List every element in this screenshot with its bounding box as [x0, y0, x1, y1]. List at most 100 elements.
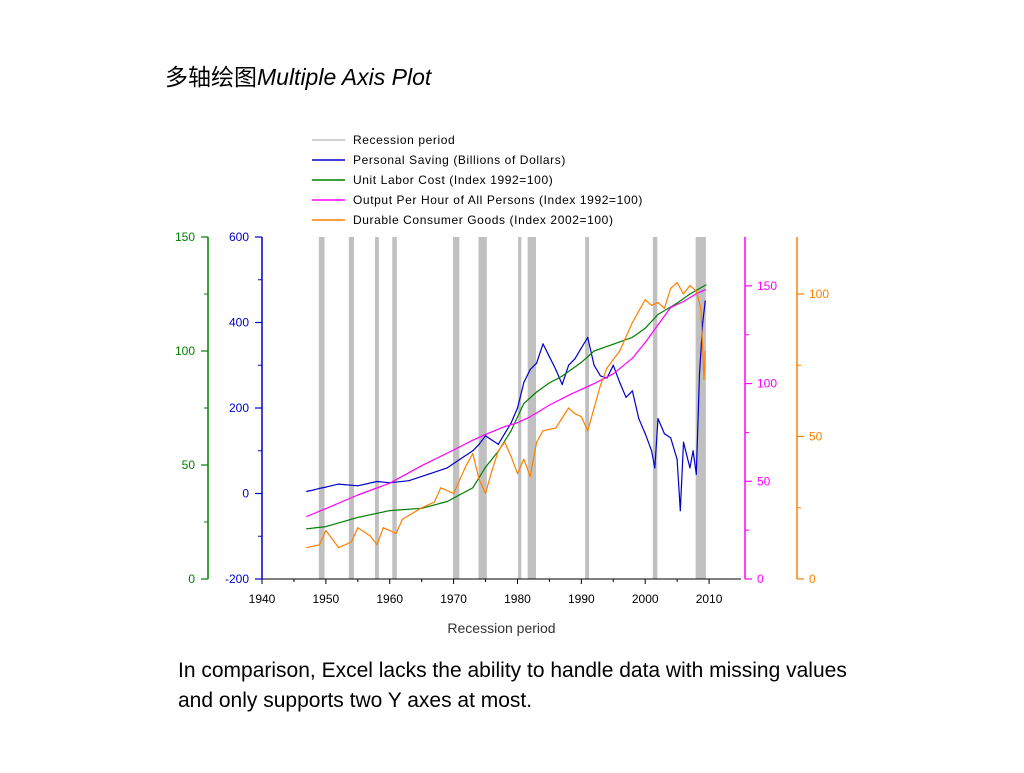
recession-band-9	[585, 237, 589, 579]
legend-label-2: Personal Saving (Billions of Dollars)	[353, 153, 566, 167]
series-point-durable	[657, 301, 659, 304]
series-point-saving	[625, 396, 627, 398]
series-point-durable	[459, 478, 461, 480]
x-tick-label: 1970	[440, 592, 467, 606]
series-line-labor	[306, 284, 707, 530]
series-point-durable	[682, 293, 685, 295]
series-point-durable	[523, 458, 525, 460]
y-tick-label-output: 0	[757, 572, 764, 586]
slide-title-en: Multiple Axis Plot	[257, 64, 432, 90]
series-point-saving	[325, 486, 327, 488]
series-point-durable	[465, 464, 467, 466]
series-point-saving	[650, 450, 653, 452]
series-point-durable	[510, 455, 512, 458]
series-point-labor	[689, 293, 691, 295]
recession-band-10	[652, 237, 658, 579]
series-point-saving	[312, 489, 314, 491]
x-tick-label: 2000	[632, 592, 659, 606]
series-point-labor	[357, 516, 359, 519]
legend-label-5: Durable Consumer Goods (Index 2002=100)	[353, 213, 614, 227]
series-point-output	[421, 465, 423, 467]
series-point-durable	[567, 407, 570, 409]
series-point-durable	[401, 518, 404, 520]
series-point-saving	[357, 485, 359, 487]
series-point-saving	[484, 435, 487, 437]
series-point-durable	[529, 475, 531, 477]
y-tick-label-saving: -200	[225, 572, 249, 586]
recession-band-1	[318, 237, 325, 579]
series-point-labor	[593, 350, 595, 352]
series-point-saving	[446, 467, 448, 469]
legend-label-4: Output Per Hour of All Persons (Index 19…	[353, 193, 643, 207]
series-point-labor	[644, 327, 646, 329]
series-point-output	[593, 382, 595, 385]
series-point-saving	[408, 480, 410, 482]
series-point-saving	[478, 443, 480, 445]
series-point-output	[631, 357, 634, 359]
series-point-saving	[689, 467, 691, 469]
x-tick-label: 1940	[249, 592, 276, 606]
recession-band-6	[478, 237, 487, 579]
series-point-durable	[504, 441, 506, 443]
recession-band-3	[375, 237, 379, 579]
series-point-labor	[676, 302, 678, 304]
series-point-durable	[516, 472, 519, 475]
series-point-saving	[702, 321, 704, 324]
series-point-labor	[631, 336, 634, 338]
series-point-durable	[395, 532, 397, 535]
series-point-saving	[376, 480, 378, 483]
series-point-durable	[574, 413, 576, 415]
series-point-labor	[472, 487, 474, 489]
series-point-labor	[657, 313, 659, 316]
legend-label-1: Recession period	[353, 133, 455, 147]
series-point-durable	[580, 415, 582, 418]
series-point-saving	[663, 433, 665, 435]
series-point-saving	[504, 433, 506, 435]
series-point-saving	[561, 383, 563, 386]
series-point-durable	[606, 367, 608, 369]
y-tick-label-saving: 400	[229, 316, 249, 330]
y-tick-label-saving: 200	[229, 401, 249, 415]
y-tick-label-output: 100	[757, 377, 777, 391]
series-point-labor	[306, 528, 308, 530]
series-point-saving	[704, 300, 706, 302]
series-line-saving	[306, 301, 706, 512]
series-point-saving	[631, 390, 634, 392]
series-point-durable	[619, 350, 621, 352]
series-point-durable	[306, 547, 308, 549]
series-point-durable	[703, 378, 705, 381]
series-point-durable	[695, 290, 697, 292]
series-point-durable	[631, 321, 634, 324]
series-point-saving	[459, 458, 461, 460]
series-point-saving	[548, 356, 551, 358]
series-point-durable	[689, 284, 691, 287]
series-point-labor	[536, 391, 538, 393]
series-point-saving	[427, 473, 429, 475]
series-line-output	[306, 289, 706, 518]
recession-band-11	[695, 237, 706, 579]
series-point-labor	[459, 494, 461, 496]
series-point-saving	[619, 381, 621, 383]
series-point-saving	[523, 381, 525, 383]
y-tick-label-labor: 50	[182, 458, 196, 472]
series-point-durable	[318, 544, 321, 546]
recession-band-2	[348, 237, 354, 579]
caption: In comparison, Excel lacks the ability t…	[178, 659, 847, 712]
recession-band-7	[518, 237, 522, 579]
series-point-saving	[510, 422, 512, 424]
x-tick-label: 1960	[376, 592, 403, 606]
series-point-output	[484, 433, 487, 435]
series-point-saving	[516, 407, 519, 409]
series-point-output	[504, 425, 506, 428]
series-point-labor	[523, 402, 525, 405]
series-point-output	[548, 404, 551, 406]
series-point-labor	[705, 284, 707, 286]
series-point-saving	[338, 483, 340, 485]
series-point-labor	[389, 510, 391, 512]
series-point-durable	[338, 547, 340, 549]
slide-title-cn: 多轴绘图	[165, 64, 257, 90]
series-point-output	[682, 300, 685, 303]
series-point-durable	[421, 507, 423, 509]
series-point-output	[657, 324, 659, 326]
series-point-durable	[644, 299, 646, 301]
